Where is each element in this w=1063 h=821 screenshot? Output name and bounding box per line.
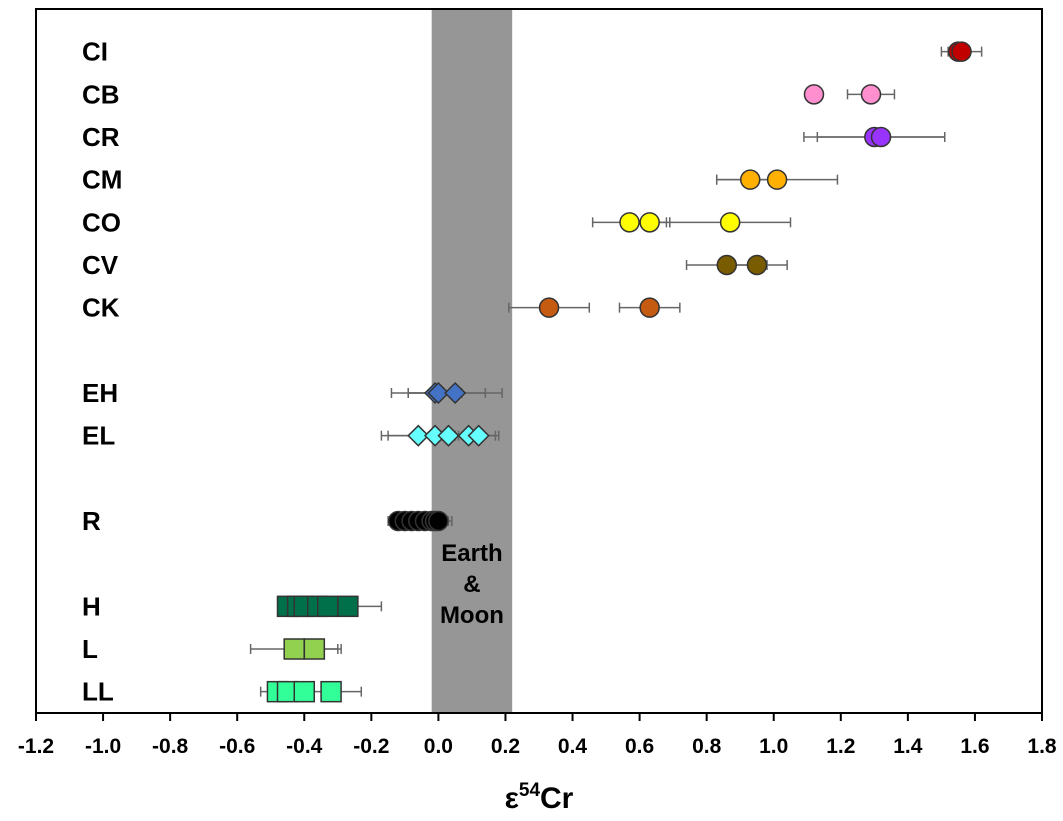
- x-tick-label: 0.2: [491, 735, 520, 758]
- group-label-ci: CI: [82, 37, 108, 67]
- band-label-line: Earth: [441, 540, 502, 567]
- series-h: [276, 595, 383, 618]
- group-label-el: EL: [82, 421, 115, 451]
- x-tick-label: 1.6: [960, 735, 989, 758]
- data-point: [716, 254, 738, 276]
- data-point: [619, 212, 640, 233]
- earth-moon-label: Earth & Moon: [440, 540, 504, 629]
- x-tick-label: 0.0: [424, 735, 453, 758]
- data-point: [467, 424, 490, 447]
- series-el: [380, 424, 500, 447]
- group-label-ll: LL: [82, 677, 114, 707]
- group-label-cr: CR: [82, 122, 120, 152]
- x-tick-label: -1.2: [18, 735, 54, 758]
- data-point: [639, 212, 660, 233]
- data-point: [719, 212, 741, 233]
- series-r: [387, 510, 453, 532]
- data-points: [249, 41, 983, 703]
- data-point: [870, 126, 892, 148]
- x-tick-label: 1.2: [826, 735, 855, 758]
- series-cv: [685, 254, 788, 276]
- data-point: [437, 424, 460, 447]
- data-point: [740, 169, 761, 190]
- series-l: [249, 638, 342, 660]
- x-tick-label: -1.0: [85, 735, 121, 758]
- x-axis-title-base: ε: [505, 782, 519, 815]
- series-ck: [508, 297, 681, 318]
- group-label-h: H: [82, 591, 101, 621]
- data-point: [951, 41, 972, 62]
- x-axis: -1.2 -1.0 -0.8 -0.6 -0.4 -0.2 0.0 0.2 0.4 0.6 0.8 1…: [18, 713, 1057, 758]
- group-label-cv: CV: [82, 250, 119, 280]
- group-label-l: L: [82, 634, 98, 664]
- series-ci: [940, 41, 983, 62]
- x-tick-label: -0.8: [152, 735, 189, 758]
- data-point: [283, 638, 305, 660]
- band-label-line: Moon: [440, 602, 504, 629]
- plot-frame: [35, 8, 1043, 714]
- group-label-cm: CM: [82, 165, 122, 195]
- data-point: [320, 680, 342, 703]
- data-point: [444, 381, 467, 405]
- group-label-eh: EH: [82, 378, 118, 408]
- group-label-r: R: [82, 506, 101, 536]
- series-cr: [803, 126, 946, 148]
- x-tick-label: 1.8: [1027, 735, 1057, 758]
- x-tick-label: -0.6: [219, 735, 255, 758]
- x-tick-label: 0.6: [625, 735, 654, 758]
- series-ll: [259, 680, 363, 703]
- data-point: [303, 638, 326, 660]
- x-tick-label: -0.2: [353, 735, 389, 758]
- data-point: [860, 84, 882, 105]
- x-axis-title: ε54Cr: [505, 780, 574, 815]
- earth-moon-band-layer: [431, 9, 513, 713]
- x-tick-label: 1.0: [759, 735, 788, 758]
- data-point: [293, 680, 316, 703]
- x-tick-label: 1.4: [893, 735, 923, 758]
- data-point: [427, 381, 450, 405]
- group-label-ck: CK: [82, 293, 120, 323]
- data-point: [766, 169, 788, 190]
- data-point: [316, 595, 339, 618]
- data-point: [803, 84, 825, 105]
- data-point: [337, 595, 359, 618]
- x-tick-label: 0.4: [558, 735, 588, 758]
- x-axis-title-superscript: 54: [519, 780, 541, 801]
- x-tick-label: 0.8: [692, 735, 722, 758]
- data-point: [428, 510, 449, 532]
- group-label-co: CO: [82, 207, 121, 237]
- data-point: [746, 254, 768, 276]
- data-point: [538, 297, 560, 318]
- series-eh: [390, 381, 503, 405]
- series-cb: [803, 84, 896, 105]
- x-tick-label: -0.4: [286, 735, 323, 758]
- series-cm: [715, 169, 839, 190]
- band-label-line: &: [463, 571, 480, 598]
- x-axis-title-rest: Cr: [540, 782, 574, 815]
- data-point: [639, 297, 660, 318]
- series-co: [591, 212, 792, 233]
- group-label-cb: CB: [82, 79, 120, 109]
- data-point: [407, 424, 430, 447]
- earth-moon-band: [431, 9, 513, 713]
